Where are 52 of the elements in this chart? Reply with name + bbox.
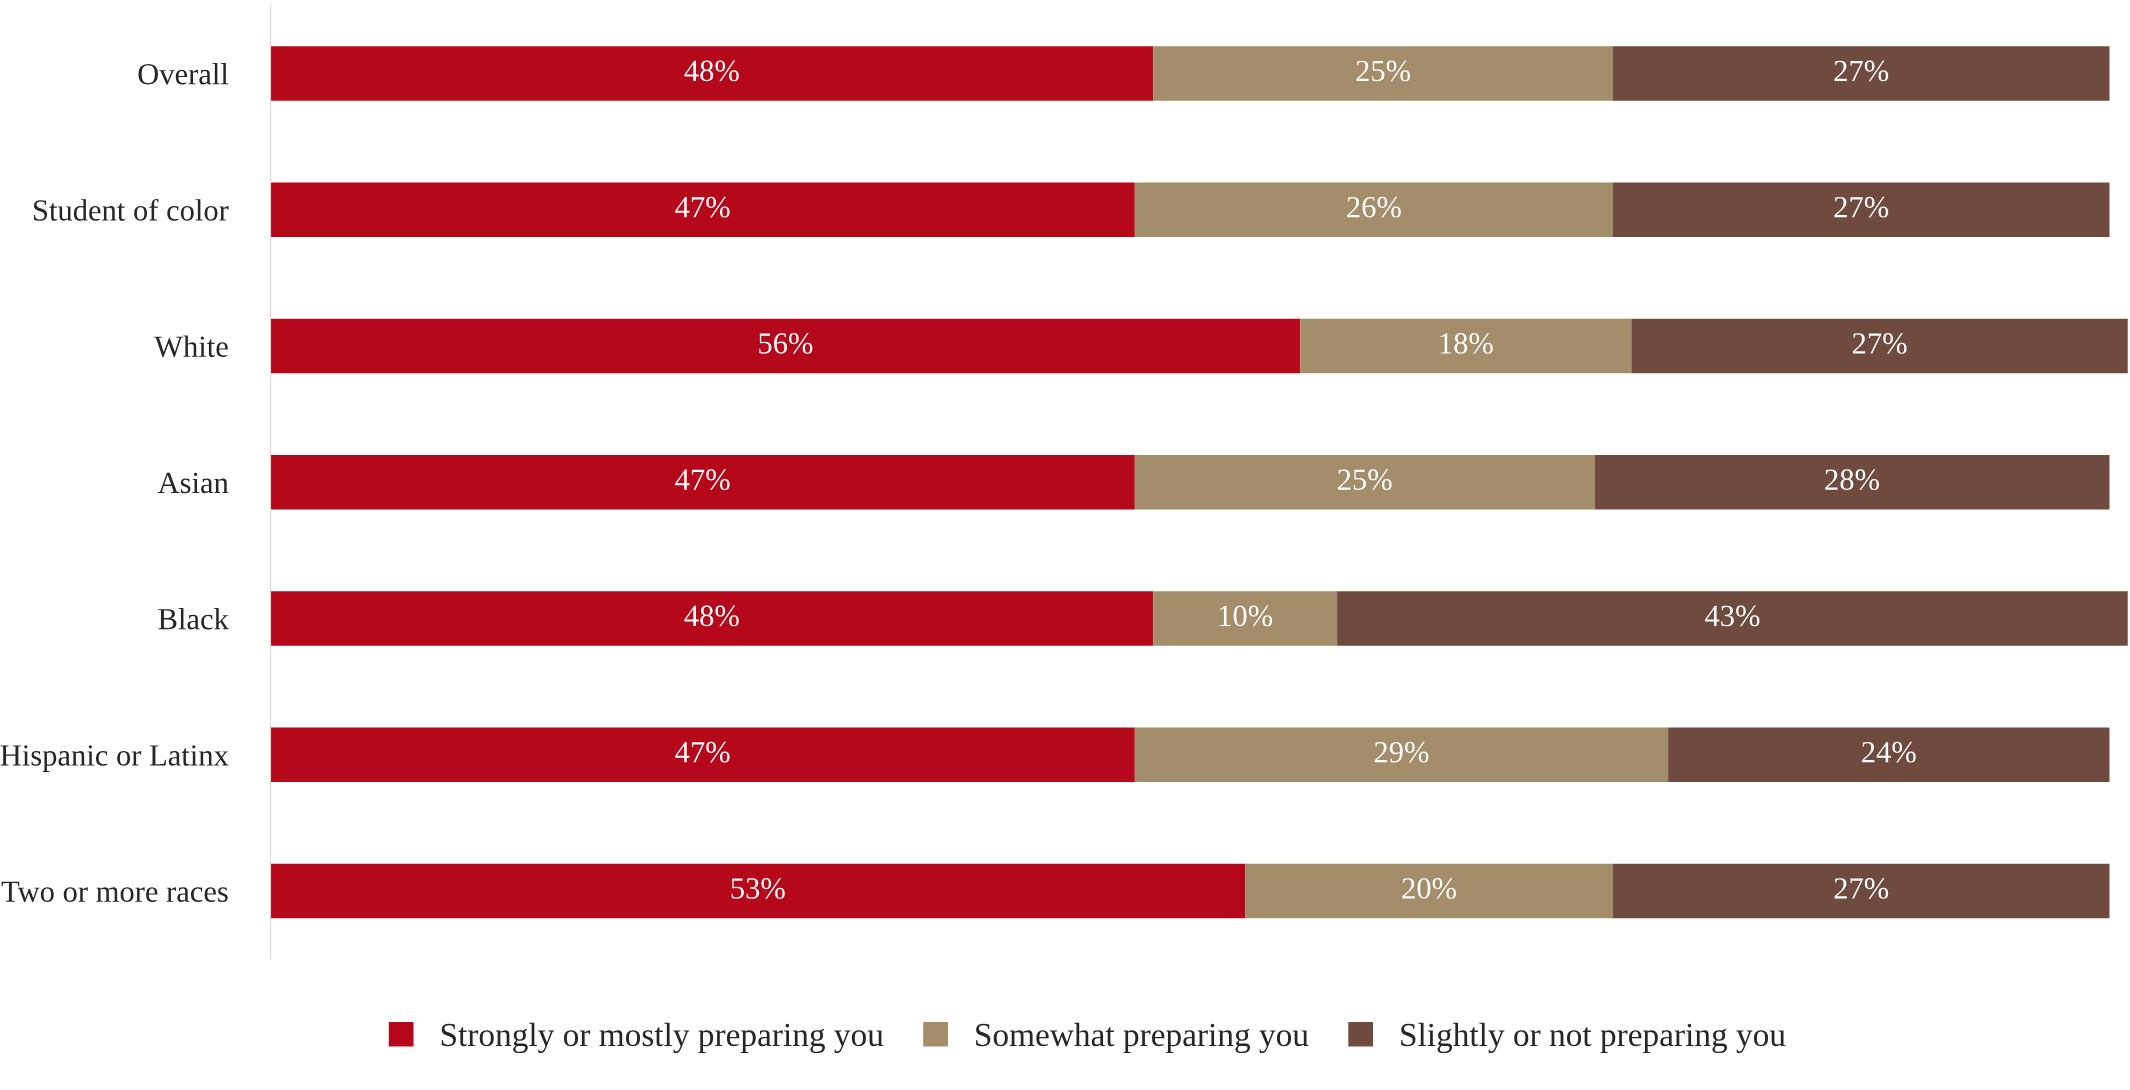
data-label: 53% — [731, 878, 785, 899]
data-label: 27% — [1852, 333, 1907, 354]
data-label: 48% — [684, 60, 739, 82]
legend-label: Strongly or mostly preparing you — [441, 1022, 884, 1054]
data-label: 24% — [1862, 741, 1916, 763]
data-label: 43% — [1705, 605, 1760, 627]
data-label: 47% — [675, 196, 730, 218]
y-tick-label: Hispanic or Latinx — [0, 745, 229, 772]
data-label: 28% — [1825, 469, 1879, 491]
bar — [1612, 46, 2110, 101]
y-tick-label: Black — [158, 607, 229, 630]
data-label: 48% — [684, 605, 739, 627]
y-tick-label: Asian — [157, 472, 229, 494]
y-tick-label: Overall — [138, 62, 229, 85]
y-tick-label: Two or more races — [1, 881, 228, 902]
legend-label: Slightly or not preparing you — [1401, 1022, 1786, 1054]
bar — [270, 182, 1135, 238]
y-tick-label: White — [154, 335, 228, 358]
data-label: 25% — [1338, 469, 1392, 491]
data-label: 29% — [1374, 741, 1429, 763]
data-label: 56% — [759, 333, 813, 354]
legend-label: Somewhat preparing you — [976, 1022, 1309, 1054]
bar — [1337, 591, 2128, 646]
bar — [1668, 727, 2110, 783]
data-label: 27% — [1834, 60, 1889, 82]
bar — [1245, 863, 1613, 919]
data-label: 26% — [1347, 196, 1401, 218]
bar — [1134, 455, 1595, 510]
data-label: 47% — [675, 741, 730, 763]
bar — [1612, 182, 2110, 238]
bar — [1612, 863, 2110, 919]
data-label: 10% — [1219, 605, 1273, 627]
bar — [1631, 318, 2128, 374]
data-label: 18% — [1440, 333, 1493, 354]
data-label: 27% — [1834, 878, 1889, 899]
data-label: 47% — [675, 469, 730, 491]
bar — [1134, 727, 1669, 783]
bar — [1153, 591, 1338, 646]
data-label: 27% — [1834, 196, 1889, 218]
bar — [1594, 455, 2110, 510]
bar — [270, 318, 1301, 374]
bar — [1153, 46, 1613, 101]
bar — [270, 591, 1154, 646]
y-tick-label: Student of color — [34, 198, 229, 221]
bar — [270, 455, 1135, 510]
bar — [1300, 318, 1632, 374]
bar — [1134, 182, 1613, 238]
data-label: 20% — [1402, 878, 1457, 899]
data-label: 25% — [1356, 60, 1411, 82]
bar — [270, 727, 1135, 783]
bar — [270, 863, 1246, 919]
bar — [270, 46, 1154, 101]
